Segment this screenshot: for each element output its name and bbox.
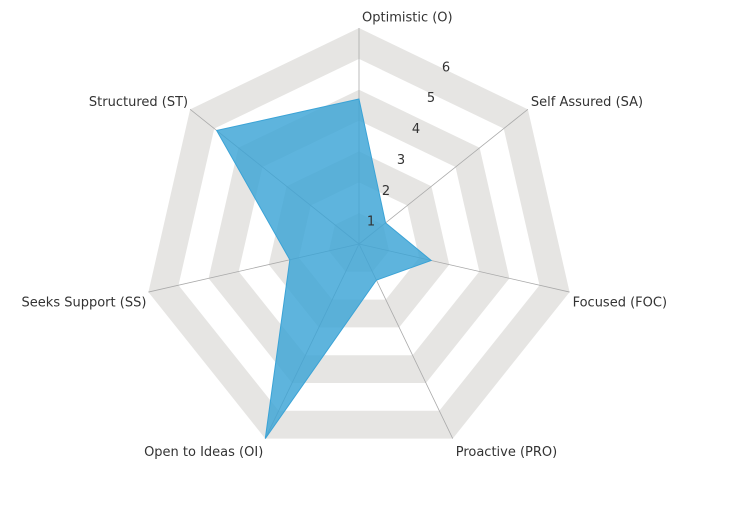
axis-label: Seeks Support (SS) (22, 296, 147, 311)
axis-label: Open to Ideas (OI) (144, 445, 263, 460)
tick-label: 6 (442, 60, 450, 75)
axis-line (358, 109, 529, 245)
tick-label: 4 (412, 122, 420, 137)
tick-label: 1 (367, 215, 375, 230)
axis-label: Self Assured (SA) (531, 95, 643, 110)
axis-label: Structured (ST) (89, 95, 188, 110)
tick-label: 5 (427, 91, 435, 106)
axis-label: Optimistic (O) (362, 11, 453, 26)
tick-label: 3 (397, 153, 405, 168)
axis-label: Focused (FOC) (573, 296, 667, 311)
data-area (215, 98, 433, 439)
tick-label: 2 (382, 184, 390, 199)
axis-label: Proactive (PRO) (456, 445, 558, 460)
